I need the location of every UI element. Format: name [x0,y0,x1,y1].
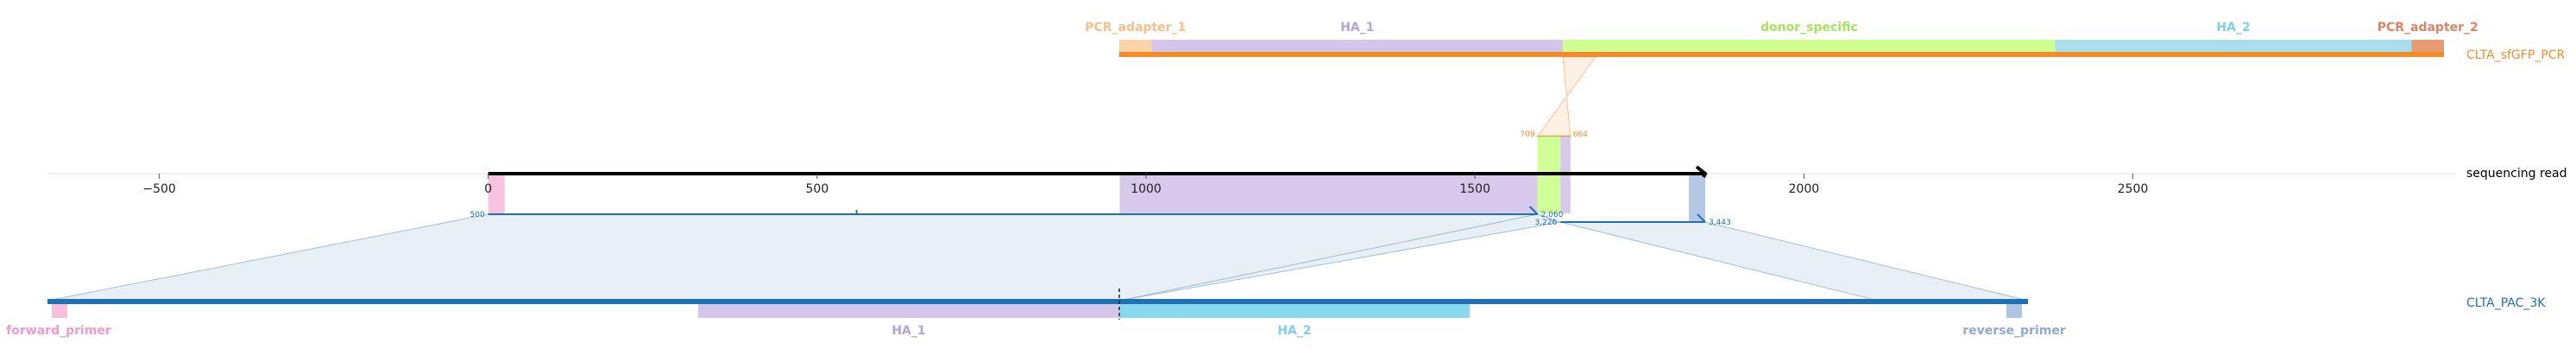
reference-feature-label: forward_primer [6,324,111,338]
pcr-feature-label: donor_specific [1760,21,1858,35]
reference-feature-ha-2 [1119,304,1470,318]
pcr-feature-ha-1 [1151,40,1564,52]
reference-feature-label: reverse_primer [1962,324,2066,338]
axis-tick-label: 1500 [1459,182,1490,196]
read-alignment-end-label: 2,060 [1541,211,1564,219]
pcr-feature-donor-specific [1563,40,2056,52]
reference-feature-label: HA_1 [891,324,925,338]
alignment-wedge-1 [47,213,1538,302]
pcr-alignment-start-label: 709 [1520,130,1534,139]
pcr-feature-label: HA_1 [1340,21,1374,35]
pcr-wedge-line [1537,56,1597,137]
pcr-feature-label: PCR_adapter_1 [1085,21,1186,35]
read-alignment-arrow [1528,206,1539,215]
alignment-wedge-gap [1118,213,1561,302]
read-block-forward-primer [488,174,505,213]
reference-feature-forward-primer [52,304,67,318]
read-axis: −500 0 500 1000 1500 2000 2500 [47,165,2455,196]
axis-tick-label: 2500 [2118,182,2149,196]
read-block-ha-1 [1119,174,1538,213]
reference-track: forward_primer HA_1 HA_2 reverse_primer [6,289,2066,338]
axis-tick-label: −500 [142,182,175,196]
reference-track-label: CLTA_PAC_3K [2466,296,2546,310]
read-alignment-arrow [1697,213,1706,223]
alignment-wedges [47,213,2029,302]
read-direction-arrow [1695,165,1708,178]
pcr-product-track: PCR_adapter_1 HA_1 donor_specific HA_2 PCR_a… [1085,21,2478,57]
pcr-product-bar [1119,52,2444,57]
pcr-feature-pcr-adapter-2 [2411,40,2444,52]
axis-tick-label: 2000 [1789,182,1820,196]
pcr-alignment-wedge: 709 664 [1520,56,1597,145]
pcr-feature-pcr-adapter-1 [1119,40,1152,52]
reference-feature-reverse-primer [2006,304,2022,318]
read-alignment-start-label: 500 [470,211,485,219]
read-track-label: sequencing read [2466,167,2567,181]
alignment-wedge-2 [1560,221,2029,302]
reference-feature-label: HA_2 [1277,324,1311,338]
axis-tick-label: 1000 [1131,182,1162,196]
pcr-alignment-end-label: 664 [1573,130,1588,139]
pcr-track-label: CLTA_sfGFP_PCR [2466,48,2565,62]
read-block-reverse-primer [1688,174,1705,221]
read-feature-blocks [488,137,1705,221]
pcr-feature-label: PCR_adapter_2 [2378,21,2478,35]
pcr-feature-label: HA_2 [2216,21,2250,35]
read-alignment-start-label: 3,226 [1535,219,1558,227]
read-alignment-end-label: 3,443 [1709,219,1731,227]
pcr-feature-ha-2 [2055,40,2412,52]
axis-tick-label: 0 [484,182,492,196]
reference-feature-ha-1 [698,304,1119,318]
axis-tick-label: 500 [806,182,829,196]
reference-bar [47,299,2028,304]
